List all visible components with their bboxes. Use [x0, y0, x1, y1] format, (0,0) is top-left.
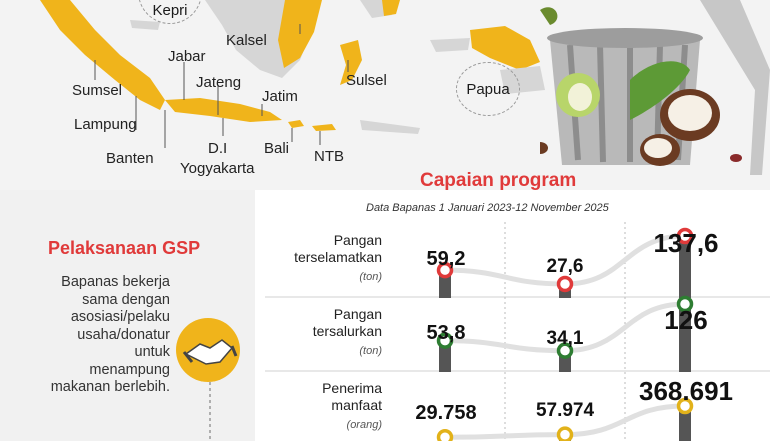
value-pole	[559, 434, 571, 441]
region-label-sumsel: Sumsel	[72, 82, 123, 99]
trash-bin-illustration	[540, 0, 770, 175]
region-label-lampung: Lampung	[74, 116, 137, 133]
gsp-panel	[0, 190, 255, 441]
series-name-line: terselamatkan	[294, 249, 382, 265]
region-label-kepri: Kepri	[152, 1, 188, 19]
papua-shape	[470, 26, 540, 70]
series-name-line: Penerima	[322, 380, 382, 396]
gsp-line: menampung	[89, 361, 170, 378]
value-pole	[679, 406, 691, 441]
bin-lid	[700, 0, 770, 175]
region-label-ntb: NTB	[314, 148, 344, 165]
region-label-papua: Papua	[466, 80, 510, 98]
gsp-line: asosiasi/pelaku	[70, 309, 170, 325]
region-label-sulsel: Sulsel	[346, 72, 387, 89]
region-label-jatim: Jatim	[262, 88, 298, 105]
map-shapes	[40, 0, 545, 148]
data-point	[556, 275, 574, 293]
sulsel-shape	[340, 40, 362, 85]
series-unit: (orang)	[346, 419, 382, 431]
gsp-line: usaha/donatur	[77, 326, 170, 343]
gsp-connector	[209, 382, 211, 442]
gsp-title: Pelaksanaan GSP	[48, 238, 201, 258]
data-point	[556, 426, 574, 441]
data-label: 137,6	[653, 228, 719, 258]
gsp-line: sama dengan	[82, 291, 170, 308]
region-label-banten: Banten	[106, 150, 154, 167]
region-label-jateng: Jateng	[196, 74, 242, 91]
series-unit: (ton)	[359, 345, 382, 357]
series-name-line: manfaat	[331, 397, 382, 413]
row-label-penerima: Penerima manfaat (orang)	[322, 380, 382, 434]
java-shape	[165, 98, 282, 122]
series-unit: (ton)	[359, 271, 382, 283]
value-pole	[559, 283, 571, 298]
gsp-line: untuk	[134, 344, 170, 360]
data-point	[436, 429, 454, 441]
bali-shape	[288, 120, 304, 128]
herb-icon	[630, 61, 690, 120]
data-label: 368.691	[639, 376, 733, 406]
region-label-diy-line1: D.I	[208, 140, 228, 157]
data-label: 29.758	[415, 402, 477, 424]
gsp-description: Bapanas bekerja sama dengan asosiasi/pel…	[20, 274, 170, 397]
series-name-line: tersalurkan	[312, 323, 382, 339]
series-name-line: Pangan	[333, 306, 382, 322]
papua-circle: Papua	[456, 62, 520, 116]
region-label-bali: Bali	[264, 140, 290, 157]
row-label-terselamatkan: Pangan terselamatkan (ton)	[294, 232, 382, 286]
series-name-line: Pangan	[333, 232, 382, 248]
data-label: 57.974	[535, 400, 595, 421]
sumatra-shape	[40, 0, 165, 110]
data-label: 59,2	[426, 248, 466, 270]
gsp-line: Bapanas bekerja	[61, 274, 170, 290]
gsp-line: makanan berlebih.	[50, 379, 170, 395]
row-label-tersalurkan: Pangan tersalurkan (ton)	[313, 306, 382, 360]
region-label-diy-line2: Yogyakarta	[180, 160, 255, 177]
data-label: 34,1	[546, 328, 584, 349]
chart-subtitle: Data Bapanas 1 Januari 2023-12 November …	[366, 202, 609, 214]
value-pole	[439, 340, 451, 372]
handshake-icon	[176, 318, 240, 382]
ntb-shape	[312, 124, 336, 131]
chart-title: Capaian program	[420, 170, 577, 191]
bin-rim	[547, 28, 703, 48]
value-pole	[439, 437, 451, 441]
value-pole	[439, 270, 451, 298]
data-label: 126	[664, 305, 708, 335]
data-label: 53,8	[426, 322, 466, 344]
data-label: 27,6	[546, 256, 584, 277]
region-label-jabar: Jabar	[168, 48, 206, 65]
region-label-kalsel: Kalsel	[226, 32, 267, 49]
value-pole	[559, 350, 571, 372]
